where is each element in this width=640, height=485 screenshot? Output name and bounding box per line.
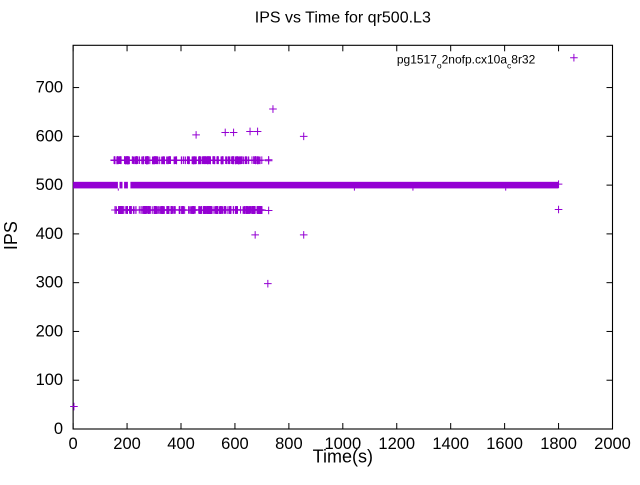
- svg-text:400: 400: [36, 225, 64, 243]
- svg-text:IPS: IPS: [1, 221, 21, 250]
- svg-text:300: 300: [36, 274, 64, 292]
- svg-text:800: 800: [275, 435, 303, 453]
- svg-text:500: 500: [36, 176, 64, 194]
- svg-text:IPS vs Time for qr500.L3: IPS vs Time for qr500.L3: [255, 10, 431, 27]
- svg-text:Time(s): Time(s): [313, 447, 373, 467]
- svg-text:1200: 1200: [378, 435, 415, 453]
- svg-text:700: 700: [36, 79, 64, 97]
- svg-text:0: 0: [54, 420, 63, 438]
- svg-text:2000: 2000: [594, 435, 631, 453]
- svg-text:100: 100: [36, 371, 64, 389]
- svg-text:1600: 1600: [486, 435, 523, 453]
- svg-text:200: 200: [113, 435, 141, 453]
- svg-text:1800: 1800: [540, 435, 577, 453]
- svg-text:0: 0: [69, 435, 78, 453]
- svg-text:600: 600: [36, 127, 64, 145]
- svg-text:600: 600: [221, 435, 249, 453]
- svg-text:1400: 1400: [432, 435, 469, 453]
- svg-text:200: 200: [36, 322, 64, 340]
- svg-text:400: 400: [167, 435, 195, 453]
